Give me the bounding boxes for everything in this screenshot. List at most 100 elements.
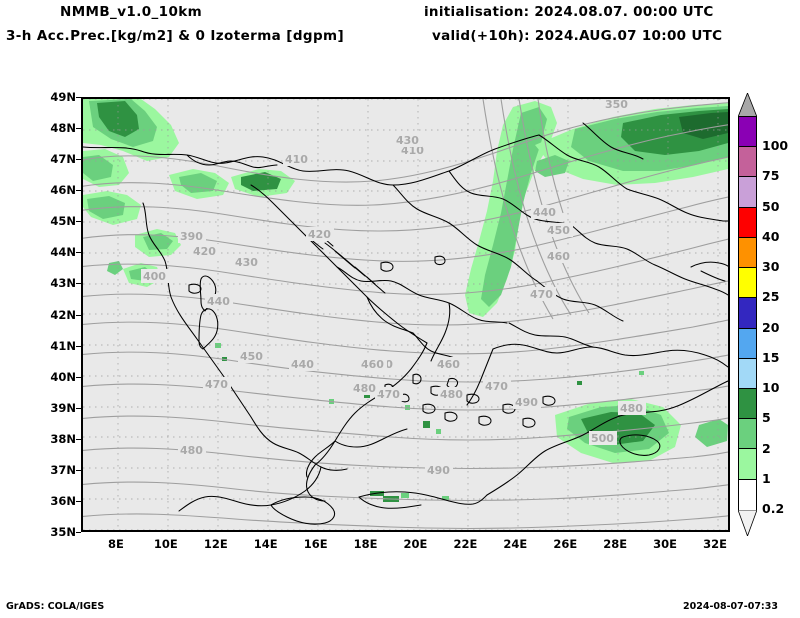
lat-tick-mark bbox=[76, 97, 81, 98]
grads-credit: GrADS: COLA/IGES bbox=[6, 601, 105, 612]
colorbar-segment bbox=[739, 268, 756, 299]
svg-text:440: 440 bbox=[207, 295, 230, 308]
lat-tick-mark bbox=[76, 532, 81, 533]
lon-tick-label: 18E bbox=[353, 537, 378, 551]
lat-tick-mark bbox=[76, 252, 81, 254]
colorbar-segment bbox=[739, 449, 756, 480]
lat-tick-label: 46N bbox=[50, 183, 76, 198]
colorbar-overflow-arrow bbox=[738, 93, 757, 117]
svg-text:410: 410 bbox=[285, 153, 308, 166]
lat-tick-mark bbox=[76, 159, 81, 161]
svg-text:430: 430 bbox=[396, 134, 419, 147]
svg-text:450: 450 bbox=[240, 350, 263, 363]
colorbar-tick-label: 75 bbox=[762, 168, 780, 184]
colorbar-segment bbox=[739, 328, 756, 359]
svg-text:390: 390 bbox=[180, 230, 203, 243]
colorbar-tick-label: 10 bbox=[762, 380, 780, 396]
map-canvas: 350 390 400 410 410 430 420 420 430 440 … bbox=[83, 99, 728, 530]
colorbar-segment bbox=[739, 117, 756, 148]
lat-tick-label: 35N bbox=[50, 525, 76, 539]
lat-tick-mark bbox=[76, 407, 81, 409]
lat-tick-label: 45N bbox=[50, 214, 76, 229]
precipitation-colorbar[interactable] bbox=[738, 116, 757, 511]
field-title: 3-h Acc.Prec.[kg/m2] & 0 Izoterma [dgpm] bbox=[6, 28, 345, 44]
lon-tick-label: 24E bbox=[503, 537, 528, 551]
colorbar-tick-label: 100 bbox=[762, 138, 789, 154]
svg-text:430: 430 bbox=[235, 256, 258, 269]
coastline-and-borders bbox=[83, 122, 728, 525]
lat-tick-mark bbox=[76, 345, 81, 347]
svg-text:450: 450 bbox=[547, 224, 570, 237]
colorbar-underflow-arrow bbox=[738, 510, 757, 536]
svg-text:470: 470 bbox=[530, 288, 553, 301]
colorbar-segment bbox=[739, 479, 756, 510]
lat-tick-label: 47N bbox=[50, 152, 76, 167]
colorbar-segment bbox=[739, 237, 756, 269]
lon-tick-label: 10E bbox=[153, 537, 178, 551]
svg-text:470: 470 bbox=[485, 380, 508, 393]
valid-time: valid(+10h): 2024.AUG.07 10:00 UTC bbox=[432, 28, 723, 44]
lon-tick-label: 14E bbox=[253, 537, 278, 551]
initialisation-time: initialisation: 2024.08.07. 00:00 UTC bbox=[424, 4, 714, 20]
colorbar-segment bbox=[739, 177, 756, 208]
model-title: NMMB_v1.0_10km bbox=[60, 4, 203, 20]
lon-tick-label: 8E bbox=[108, 537, 124, 551]
lon-tick-label: 32E bbox=[703, 537, 727, 551]
lat-tick-label: 40N bbox=[50, 369, 76, 384]
lat-tick-label: 42N bbox=[50, 307, 76, 322]
precipitation-shading bbox=[83, 99, 728, 502]
svg-text:350: 350 bbox=[605, 99, 628, 111]
svg-text:480: 480 bbox=[620, 402, 643, 415]
svg-text:420: 420 bbox=[308, 228, 331, 241]
svg-text:460: 460 bbox=[437, 358, 460, 371]
map-plot-area[interactable]: 350 390 400 410 410 430 420 420 430 440 … bbox=[81, 97, 730, 532]
svg-text:480: 480 bbox=[353, 382, 376, 395]
lon-tick-label: 30E bbox=[653, 537, 678, 551]
lat-tick-label: 37N bbox=[50, 462, 76, 477]
lat-tick-mark bbox=[76, 128, 81, 130]
colorbar-tick-label: 1 bbox=[762, 470, 771, 486]
lat-tick-mark bbox=[76, 314, 81, 316]
lat-tick-mark bbox=[76, 190, 81, 192]
colorbar-segment bbox=[739, 207, 756, 238]
colorbar-tick-label: 20 bbox=[762, 319, 780, 335]
svg-text:400: 400 bbox=[143, 270, 166, 283]
lat-tick-label: 48N bbox=[50, 121, 76, 136]
colorbar-tick-label: 0.2 bbox=[762, 501, 785, 516]
contour-labels: 350 390 400 410 410 430 420 420 430 440 … bbox=[141, 99, 646, 477]
svg-text:440: 440 bbox=[533, 206, 556, 219]
lat-tick-mark bbox=[76, 469, 81, 471]
colorbar-segment bbox=[739, 388, 756, 420]
svg-text:500: 500 bbox=[591, 432, 614, 445]
colorbar-tick-label: 30 bbox=[762, 259, 780, 275]
lat-tick-mark bbox=[76, 221, 81, 223]
colorbar-tick-label: 25 bbox=[762, 289, 780, 305]
lat-tick-label: 36N bbox=[50, 493, 76, 508]
svg-text:470: 470 bbox=[205, 378, 228, 391]
colorbar-tick-label: 50 bbox=[762, 198, 780, 214]
svg-text:440: 440 bbox=[291, 358, 314, 371]
svg-text:480: 480 bbox=[440, 388, 463, 401]
colorbar-tick-label: 5 bbox=[762, 410, 771, 426]
lat-tick-mark bbox=[76, 500, 81, 502]
svg-text:490: 490 bbox=[427, 464, 450, 477]
lat-tick-label: 44N bbox=[50, 245, 76, 260]
lat-tick-label: 38N bbox=[50, 431, 76, 446]
lon-tick-label: 26E bbox=[553, 537, 578, 551]
lon-tick-label: 16E bbox=[303, 537, 328, 551]
colorbar-tick-label: 15 bbox=[762, 349, 780, 365]
lat-tick-label: 49N bbox=[50, 90, 76, 104]
svg-text:460: 460 bbox=[361, 358, 384, 371]
render-timestamp: 2024-08-07-07:33 bbox=[683, 601, 778, 612]
colorbar-segment bbox=[739, 298, 756, 329]
lon-tick-label: 28E bbox=[603, 537, 628, 551]
lat-tick-label: 41N bbox=[50, 338, 76, 353]
colorbar-segment bbox=[739, 358, 756, 389]
svg-text:480: 480 bbox=[180, 444, 203, 457]
lat-tick-mark bbox=[76, 438, 81, 440]
colorbar-segment bbox=[739, 419, 756, 450]
colorbar-tick-label: 40 bbox=[762, 228, 780, 244]
lon-tick-label: 22E bbox=[453, 537, 478, 551]
svg-text:410: 410 bbox=[401, 144, 424, 157]
